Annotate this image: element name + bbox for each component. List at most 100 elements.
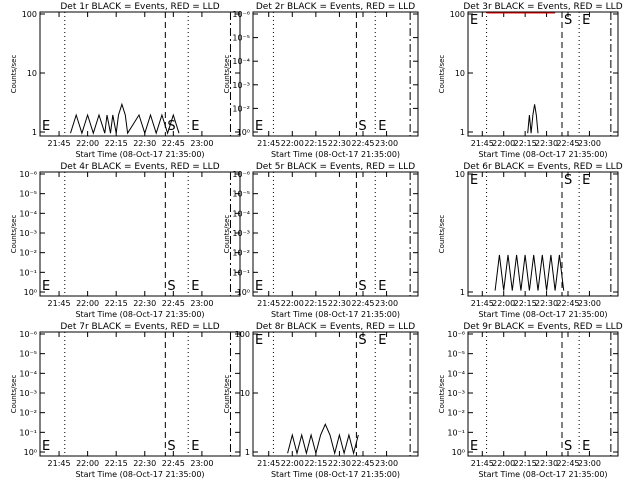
x-tick-label: 22:00 [76, 299, 99, 308]
marker-letter: E [42, 439, 50, 454]
marker-letter: S [167, 119, 175, 134]
y-tick-label: 10⁻² [232, 249, 250, 258]
x-tick-label: 22:15 [304, 459, 327, 468]
x-tick-label: 23:00 [578, 299, 601, 308]
x-tick-label: 22:00 [281, 299, 304, 308]
x-axis-label: Start Time (08-Oct-17 21:35:00) [478, 470, 607, 479]
x-tick-label: 21:45 [257, 299, 280, 308]
x-tick-label: 22:15 [514, 459, 537, 468]
x-axis-label: Start Time (08-Oct-17 21:35:00) [478, 150, 607, 159]
y-tick-label: 10 [27, 69, 37, 78]
y-tick-label: 10⁻³ [232, 229, 250, 238]
marker-letter: E [42, 119, 50, 134]
y-tick-label: 10⁻⁵ [232, 34, 250, 43]
y-tick-label: 10⁻⁵ [447, 350, 465, 359]
plot-frame [39, 11, 241, 137]
chart-panel-2: Det 2r BLACK = Events, RED = LLD Counts/s… [223, 2, 419, 159]
x-tick-label: 21:45 [471, 299, 494, 308]
y-tick-label: 1 [460, 288, 465, 297]
y-tick-label: 10⁻³ [19, 229, 37, 238]
x-tick-label: 23:00 [190, 139, 213, 148]
marker-letter: S [564, 13, 572, 28]
y-tick-label: 10⁻¹ [19, 428, 37, 437]
x-tick-label: 21:45 [471, 139, 494, 148]
chart-panel-6: Det 6r BLACK = Events, RED = LLD Counts/s… [438, 162, 623, 319]
y-tick-label: 10⁻⁶ [232, 10, 250, 19]
y-axis-label: Counts/sec [10, 215, 18, 254]
y-axis-label: Counts/sec [438, 55, 446, 94]
marker-letter: S [358, 119, 366, 134]
x-tick-label: 22:45 [162, 299, 185, 308]
chart-panel-5: Det 5r BLACK = Events, RED = LLD Counts/s… [223, 162, 419, 319]
y-tick-label: 10⁻⁴ [19, 369, 37, 378]
y-axis-label: Counts/sec [438, 375, 446, 414]
chart-panel-9: Det 9r BLACK = Events, RED = LLD Counts/s… [438, 322, 623, 479]
x-tick-label: 22:30 [328, 139, 351, 148]
x-tick-label: 22:45 [556, 299, 579, 308]
x-tick-label: 22:15 [105, 139, 128, 148]
y-axis-label: Counts/sec [438, 215, 446, 254]
plot-frame [467, 11, 619, 137]
series-line-1 [287, 423, 359, 456]
marker-letter: S [564, 173, 572, 188]
chart-panel-7: Det 7r BLACK = Events, RED = LLD Counts/s… [10, 322, 241, 479]
y-tick-label: 10⁰ [237, 128, 250, 137]
y-tick-label: 10⁻⁴ [232, 209, 250, 218]
y-tick-label: 10⁻² [447, 409, 465, 418]
y-tick-label: 10⁻² [19, 249, 37, 258]
y-tick-label: 10⁻⁵ [19, 190, 37, 199]
x-tick-label: 22:15 [514, 139, 537, 148]
y-tick-label: 1 [32, 128, 37, 137]
chart-title: Det 8r BLACK = Events, RED = LLD [256, 322, 415, 332]
x-tick-label: 22:30 [133, 139, 156, 148]
plot-frame [39, 171, 241, 297]
plot-frame [467, 331, 619, 457]
marker-letter: E [255, 279, 263, 294]
y-tick-label: 10⁻² [19, 409, 37, 418]
y-tick-label: 10⁻⁶ [447, 330, 465, 339]
x-tick-label: 22:15 [105, 459, 128, 468]
x-tick-label: 22:15 [304, 139, 327, 148]
y-tick-label: 1 [460, 128, 465, 137]
y-tick-label: 10⁰ [24, 448, 37, 457]
y-tick-label: 10⁰ [452, 448, 465, 457]
marker-letter: S [564, 439, 572, 454]
y-tick-label: 10 [240, 389, 250, 398]
x-axis-label: Start Time (08-Oct-17 21:35:00) [478, 310, 607, 319]
marker-letter: E [470, 13, 478, 28]
y-axis-label: Counts/sec [10, 375, 18, 414]
marker-letter: E [582, 13, 590, 28]
y-tick-label: 10⁻² [232, 104, 250, 113]
plot-frame [252, 331, 419, 457]
x-tick-label: 22:00 [492, 299, 515, 308]
x-tick-label: 22:00 [281, 139, 304, 148]
x-tick-label: 22:30 [535, 299, 558, 308]
marker-letter: S [358, 279, 366, 294]
y-tick-label: 10 [455, 69, 465, 78]
y-tick-label: 10⁻¹ [19, 268, 37, 277]
marker-letter: E [191, 439, 199, 454]
x-tick-label: 22:15 [304, 299, 327, 308]
x-tick-label: 23:00 [375, 139, 398, 148]
y-tick-label: 10⁻⁴ [447, 369, 465, 378]
chart-panel-4: Det 4r BLACK = Events, RED = LLD Counts/s… [10, 162, 241, 319]
y-tick-label: 10⁻¹ [447, 428, 465, 437]
plot-frame [467, 171, 619, 297]
marker-letter: E [191, 279, 199, 294]
y-tick-label: 10⁻⁴ [232, 57, 250, 66]
x-axis-label: Start Time (08-Oct-17 21:35:00) [75, 150, 204, 159]
marker-letter: E [255, 119, 263, 134]
chart-panel-3: Det 3r BLACK = Events, RED = LLD Counts/s… [438, 2, 623, 159]
x-tick-label: 22:45 [556, 459, 579, 468]
x-tick-label: 22:45 [351, 299, 374, 308]
x-tick-label: 21:45 [257, 139, 280, 148]
marker-letter: E [378, 279, 386, 294]
x-tick-label: 22:30 [535, 459, 558, 468]
chart-panel-8: Det 8r BLACK = Events, RED = LLD Counts/s… [223, 322, 419, 479]
y-axis-label: Counts/sec [223, 215, 231, 254]
series-line-1 [70, 102, 180, 135]
marker-letter: E [582, 173, 590, 188]
y-tick-label: 10⁻³ [232, 81, 250, 90]
x-tick-label: 22:00 [492, 139, 515, 148]
